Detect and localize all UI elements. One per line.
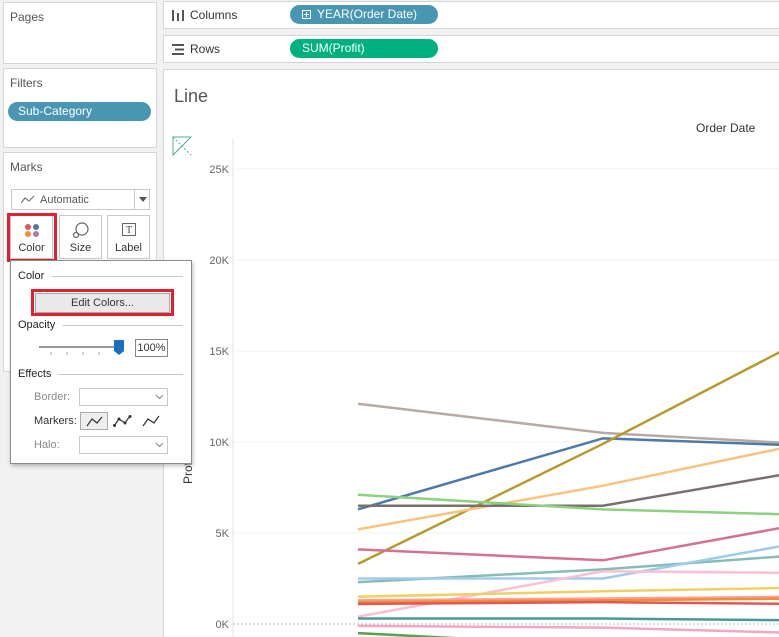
columns-label: Columns bbox=[190, 8, 238, 22]
size-mark-button[interactable]: Size bbox=[59, 215, 102, 259]
y-tick-label: 10K bbox=[209, 437, 229, 449]
edit-colors-highlight bbox=[31, 289, 174, 316]
color-divider bbox=[52, 276, 183, 277]
mark-type-dropdown[interactable]: Automatic bbox=[11, 189, 150, 210]
columns-pill-year-order-date[interactable]: YEAR(Order Date) bbox=[290, 5, 438, 24]
chevron-down-icon bbox=[139, 197, 147, 202]
color-heading: Color bbox=[18, 270, 45, 282]
columns-shelf[interactable]: Columns bbox=[163, 1, 779, 29]
line-chart-icon bbox=[21, 195, 35, 204]
pages-card[interactable]: Pages bbox=[3, 2, 157, 64]
markers-label: Markers: bbox=[34, 415, 77, 427]
markers-none-button[interactable] bbox=[80, 412, 108, 430]
chart-title: Line bbox=[174, 86, 208, 106]
series-line-9[interactable] bbox=[358, 542, 779, 580]
opacity-divider bbox=[63, 325, 183, 326]
size-icon bbox=[72, 222, 89, 239]
rows-pill-sum-profit[interactable]: SUM(Profit) bbox=[290, 39, 438, 58]
y-tick-label: 25K bbox=[209, 164, 229, 176]
series-line-14[interactable] bbox=[357, 600, 779, 606]
effects-heading: Effects bbox=[18, 368, 52, 380]
color-button-highlight bbox=[7, 213, 57, 262]
columns-pill-label: YEAR(Order Date) bbox=[317, 7, 418, 21]
corner-hatch bbox=[172, 136, 192, 156]
label-mark-button[interactable]: T Label bbox=[107, 215, 150, 259]
series-line-7[interactable] bbox=[357, 524, 779, 562]
rows-icon bbox=[172, 44, 184, 55]
opacity-heading: Opacity bbox=[18, 319, 56, 331]
rows-label: Rows bbox=[190, 42, 221, 56]
columns-icon bbox=[172, 10, 184, 21]
line-all-markers-icon[interactable] bbox=[113, 415, 132, 427]
label-button-label: Label bbox=[115, 242, 142, 254]
column-header: Order Date bbox=[696, 121, 756, 135]
effects-divider bbox=[58, 374, 183, 375]
line-no-markers-icon bbox=[86, 416, 103, 427]
expand-plus-icon[interactable] bbox=[302, 10, 311, 19]
mark-type-label: Automatic bbox=[40, 194, 89, 206]
pages-card-title: Pages bbox=[10, 10, 45, 24]
series-line-4[interactable] bbox=[357, 444, 779, 531]
border-select[interactable] bbox=[79, 388, 168, 406]
color-mark-button[interactable]: Color bbox=[10, 215, 53, 259]
chart-view bbox=[163, 69, 779, 637]
series-line-13[interactable] bbox=[357, 597, 779, 604]
text-label-icon: T bbox=[122, 223, 136, 236]
y-tick-label: 0K bbox=[216, 619, 230, 631]
dropdown-arrow[interactable] bbox=[134, 190, 150, 209]
line-automatic-markers-icon[interactable] bbox=[142, 415, 161, 427]
svg-text:T: T bbox=[126, 225, 132, 236]
halo-label: Halo: bbox=[34, 439, 60, 451]
filters-card-title: Filters bbox=[10, 76, 43, 90]
series-line-2[interactable] bbox=[357, 437, 779, 511]
color-dots-icon bbox=[25, 224, 39, 237]
color-button-label: Color bbox=[18, 242, 45, 254]
series-line-5[interactable] bbox=[358, 471, 779, 507]
marks-card-title: Marks bbox=[10, 160, 43, 174]
filter-pill-sub-category[interactable]: Sub-Category bbox=[8, 102, 151, 121]
series-line-12[interactable] bbox=[357, 595, 779, 602]
border-label: Border: bbox=[34, 391, 71, 403]
series-line-6[interactable] bbox=[357, 493, 779, 516]
opacity-value-field[interactable]: 100% bbox=[135, 339, 168, 357]
y-tick-label: 5K bbox=[216, 528, 230, 540]
chevron-down-icon bbox=[155, 394, 164, 400]
series-line-17[interactable] bbox=[357, 624, 779, 634]
size-button-label: Size bbox=[69, 242, 92, 254]
y-tick-label: 15K bbox=[209, 346, 229, 358]
series-line-3[interactable] bbox=[357, 340, 779, 566]
opacity-slider[interactable] bbox=[38, 339, 126, 357]
series-line-1[interactable] bbox=[357, 402, 779, 444]
series-line-15[interactable] bbox=[358, 617, 779, 622]
edit-colors-button[interactable]: Edit Colors... bbox=[35, 293, 170, 313]
series-line-11[interactable] bbox=[357, 586, 779, 598]
chevron-down-icon bbox=[155, 442, 164, 448]
halo-select[interactable] bbox=[79, 436, 168, 454]
series-line-16[interactable] bbox=[357, 631, 779, 637]
color-popup: Color Edit Colors... Opacity 100% Effect… bbox=[10, 260, 192, 464]
rows-shelf[interactable]: Rows bbox=[163, 35, 779, 63]
y-tick-label: 20K bbox=[209, 255, 229, 267]
